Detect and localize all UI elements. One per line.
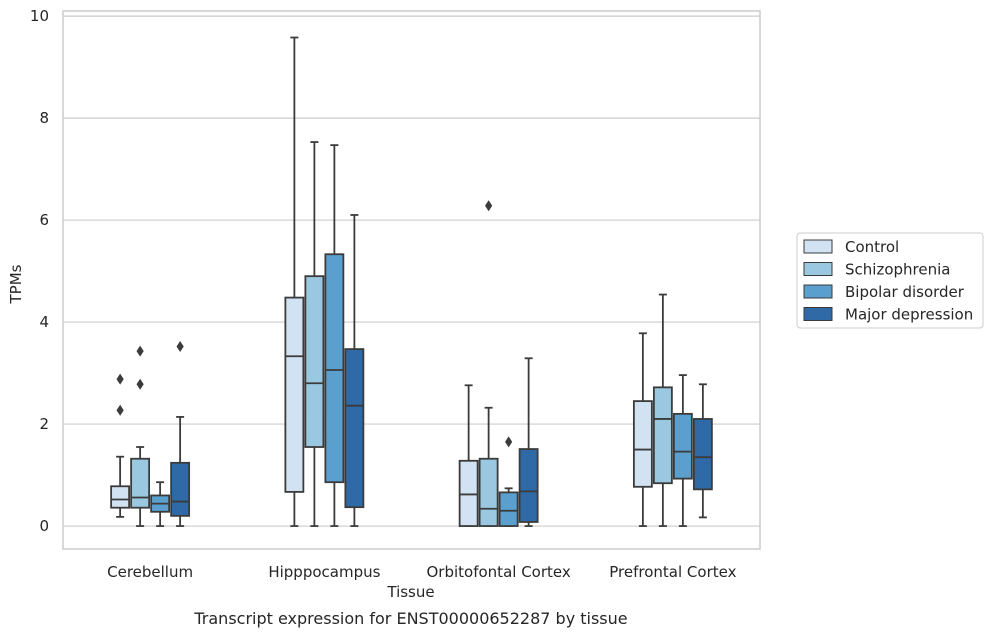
y-tick-label: 8 [39,109,49,127]
box [518,448,539,523]
box [458,459,479,527]
box [130,457,151,509]
box [672,412,693,480]
legend-label: Bipolar disorder [845,283,965,301]
box-group [324,144,345,527]
legend-label: Schizophrenia [845,261,950,279]
box [344,348,365,509]
box-group [632,332,653,527]
box [284,296,305,493]
box [498,491,519,527]
box [692,418,713,491]
legend-label: Major depression [845,306,973,324]
box-group [150,481,171,527]
y-tick-label: 10 [30,7,49,25]
y-tick-label: 0 [39,517,49,535]
box [110,485,131,509]
y-tick-label: 6 [39,211,49,229]
legend-label: Control [845,238,899,256]
y-tick-label: 2 [39,415,49,433]
outlier-point [505,436,513,448]
y-axis-label: TPMs [7,264,25,304]
box-group [692,383,713,519]
box-group [672,374,693,527]
box [632,400,653,488]
box-group [304,141,325,527]
box-group [344,214,365,527]
box [304,275,325,448]
box-group [130,345,151,527]
x-tick-label: Hipppocampus [268,563,380,581]
legend-swatch [803,262,833,276]
y-axis-ticks: 0 2 4 6 8 10 [30,7,49,535]
box-group [478,200,499,527]
x-tick-label: Orbitofontal Cortex [427,563,571,581]
legend-swatch [803,284,833,299]
x-tick-label: Cerebellum [107,563,193,581]
box-group [518,357,539,527]
x-tick-label: Prefrontal Cortex [609,563,736,581]
legend: Control Schizophrenia Bipolar disorder Majo… [796,232,984,329]
box-group [458,384,479,527]
box-group [284,36,305,527]
plot-area-frame [62,10,761,550]
box-group [652,293,673,527]
box [652,386,673,485]
outlier-point [116,404,124,416]
chart-caption: Transcript expression for ENST0000065228… [193,609,627,628]
outlier-point [176,341,184,353]
legend-swatch [803,239,833,254]
legend-swatch [803,307,833,321]
outlier-point [116,373,124,385]
legend-frame [796,232,984,329]
box [324,253,345,484]
x-axis-label: Tissue [386,583,434,601]
outlier-point [485,200,493,212]
outlier-point [136,345,144,357]
box-group [170,341,191,527]
box [478,457,499,527]
outlier-point [136,378,144,390]
box [170,461,191,517]
x-axis-ticks: Cerebellum Hipppocampus Orbitofontal Corte… [107,563,736,581]
boxes [110,36,713,527]
y-tick-label: 4 [39,313,49,331]
box-group [498,436,519,527]
box-group [110,373,131,518]
